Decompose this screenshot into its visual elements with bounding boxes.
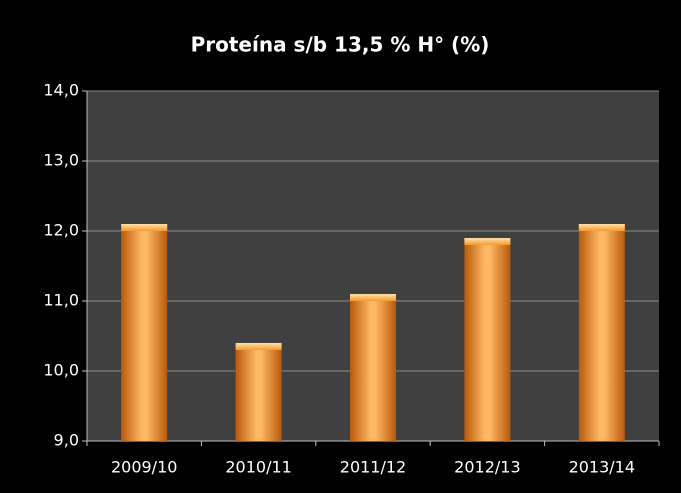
bar: [121, 224, 168, 441]
y-tick-label: 10,0: [43, 361, 79, 380]
y-tick-label: 9,0: [54, 431, 79, 450]
y-tick-label: 12,0: [43, 221, 79, 240]
bar-cap: [235, 343, 282, 350]
bar: [464, 238, 511, 441]
bar: [350, 294, 396, 441]
bar-cap: [121, 224, 168, 231]
bar-cap: [464, 238, 511, 245]
y-tick-label: 13,0: [43, 151, 79, 170]
y-tick-label: 11,0: [43, 291, 79, 310]
x-tick-label: 2010/11: [225, 458, 291, 477]
x-tick-label: 2011/12: [340, 458, 406, 477]
x-tick-label: 2009/10: [111, 458, 177, 477]
bar-cap: [578, 224, 625, 231]
x-tick-label: 2013/14: [569, 458, 635, 477]
x-tick-label: 2012/13: [454, 458, 520, 477]
chart-title: Proteína s/b 13,5 % H° (%): [191, 33, 490, 57]
bar-cap: [350, 294, 396, 301]
y-tick-label: 14,0: [43, 81, 79, 100]
bar: [235, 343, 282, 441]
bar: [578, 224, 625, 441]
